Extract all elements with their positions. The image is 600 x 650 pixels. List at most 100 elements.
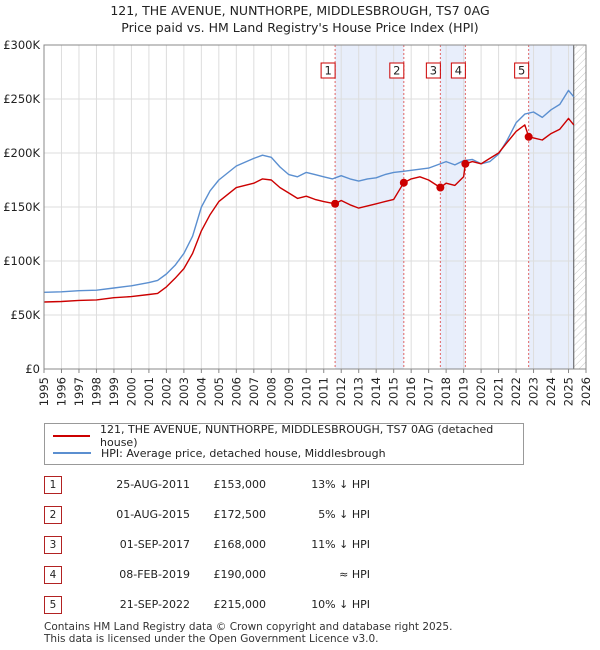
property-price-line (43, 117, 575, 303)
sale-number-boxes: 1 2 3 4 5 (320, 62, 530, 79)
x-tick-label: 2012 (334, 377, 348, 406)
y-tick-label: £0 (25, 362, 40, 376)
x-tick-label: 2001 (142, 377, 156, 406)
sale-box-label: 3 (430, 64, 437, 78)
y-tick-label: £50K (11, 308, 41, 322)
sale-box-5: 5 (514, 62, 530, 79)
sale-box-label: 1 (324, 64, 331, 78)
legend-label-property: 121, THE AVENUE, NUNTHORPE, MIDDLESBROUG… (100, 423, 494, 449)
sale-points (331, 132, 533, 208)
x-tick-label: 2019 (457, 377, 471, 406)
x-tick-label: 2007 (247, 377, 261, 406)
y-tick-label: £150K (3, 200, 40, 214)
sale-number: 5 (44, 596, 62, 614)
sale-price: £153,000 (213, 478, 267, 491)
sale-box-frame (450, 62, 466, 79)
y-tick-label: £250K (3, 92, 40, 106)
table-row: 2 01-AUG-2015 £172,500 5% ↓ HPI (0, 506, 600, 526)
sale-price: £215,000 (213, 598, 267, 611)
sale-number: 2 (44, 506, 62, 524)
x-tick-label: 2017 (422, 377, 436, 406)
sale-date: 01-AUG-2015 (116, 508, 190, 521)
x-tick-label: 2002 (159, 377, 173, 406)
x-tick-label: 1999 (107, 377, 121, 406)
x-tick-label: 2013 (352, 377, 366, 406)
x-tick-label: 1997 (72, 377, 86, 406)
sale-box-3: 3 (425, 62, 441, 79)
sale-box-frame (320, 62, 336, 79)
sale-point-4 (461, 159, 470, 168)
y-tick-label: £200K (3, 146, 40, 160)
legend-label-hpi: HPI: Average price, detached house, Midd… (101, 446, 386, 460)
sale-hpi-comparison: 11% ↓ HPI (311, 538, 370, 551)
x-tick-label: 1996 (54, 377, 68, 406)
sale-box-2: 2 (389, 62, 405, 79)
gridlines (43, 44, 587, 370)
sale-hpi-comparison: ≈ HPI (339, 568, 370, 581)
hpi-line (43, 89, 575, 293)
y-tick-label: £300K (3, 38, 40, 52)
sale-point-5 (524, 132, 533, 141)
x-tick-label: 2004 (194, 377, 208, 406)
table-row: 3 01-SEP-2017 £168,000 11% ↓ HPI (0, 536, 600, 556)
sale-date: 21-SEP-2022 (119, 598, 190, 611)
x-tick-label: 2010 (299, 377, 313, 406)
sale-point-1 (331, 199, 340, 208)
plot-frame (43, 44, 587, 370)
legend-item-property: 121, THE AVENUE, NUNTHORPE, MIDDLESBROUG… (53, 423, 523, 449)
legend-swatch-property (53, 435, 91, 437)
x-tick-label: 2025 (562, 377, 576, 406)
sale-box-frame (425, 62, 441, 79)
axes (43, 44, 587, 370)
x-tick-label: 2015 (387, 377, 401, 406)
x-tick-label: 2018 (439, 377, 453, 406)
sale-price: £190,000 (213, 568, 267, 581)
x-tick-label: 2026 (579, 377, 593, 406)
sale-price: £168,000 (213, 538, 267, 551)
sale-hpi-comparison: 5% ↓ HPI (318, 508, 370, 521)
footer-line-2: This data is licensed under the Open Gov… (44, 633, 379, 645)
x-tick-label: 2022 (509, 377, 523, 406)
x-tick-label: 2000 (124, 377, 138, 406)
sale-number: 3 (44, 536, 62, 554)
x-tick-label: 2006 (229, 377, 243, 406)
sale-hpi-comparison: 13% ↓ HPI (311, 478, 370, 491)
legend-swatch-hpi (53, 452, 91, 454)
sale-box-frame (514, 62, 530, 79)
sale-box-label: 5 (518, 64, 525, 78)
sale-point-3 (436, 183, 445, 192)
x-tick-label: 2009 (282, 377, 296, 406)
sale-box-label: 4 (455, 64, 462, 78)
series-lines (43, 89, 575, 303)
sale-point-2 (399, 178, 408, 187)
legend-item-hpi: HPI: Average price, detached house, Midd… (53, 445, 386, 461)
table-row: 4 08-FEB-2019 £190,000 ≈ HPI (0, 566, 600, 586)
y-tick-label: £100K (3, 254, 40, 268)
footer-line-1: Contains HM Land Registry data © Crown c… (44, 621, 453, 633)
x-tick-label: 2020 (474, 377, 488, 406)
x-tick-label: 1995 (37, 377, 51, 406)
x-tick-label: 2008 (264, 377, 278, 406)
sale-date: 01-SEP-2017 (119, 538, 190, 551)
x-tick-label: 2005 (212, 377, 226, 406)
sale-hpi-comparison: 10% ↓ HPI (311, 598, 370, 611)
x-tick-labels: 1995 1996 1997 1998 1999 2000 2001 2002 2003 2004… (37, 369, 593, 406)
sale-number: 1 (44, 476, 62, 494)
x-tick-label: 2023 (527, 377, 541, 406)
title-line-1: 121, THE AVENUE, NUNTHORPE, MIDDLESBROUG… (110, 3, 490, 18)
sale-number: 4 (44, 566, 62, 584)
sale-box-frame (389, 62, 405, 79)
x-tick-label: 1998 (89, 377, 103, 406)
x-tick-label: 2021 (492, 377, 506, 406)
title-line-2: Price paid vs. HM Land Registry's House … (121, 20, 479, 35)
x-tick-label: 2011 (317, 377, 331, 406)
price-chart: 1 2 3 4 5 £0 £50K £100K £150K £200K £250K £300K 19… (3, 38, 593, 406)
table-row: 5 21-SEP-2022 £215,000 10% ↓ HPI (0, 596, 600, 616)
chart-title: 121, THE AVENUE, NUNTHORPE, MIDDLESBROUG… (0, 2, 600, 36)
sale-price: £172,500 (213, 508, 267, 521)
table-row: 1 25-AUG-2011 £153,000 13% ↓ HPI (0, 476, 600, 496)
footer-attribution: Contains HM Land Registry data © Crown c… (44, 621, 452, 645)
sale-box-1: 1 (320, 62, 336, 79)
x-tick-label: 2014 (369, 377, 383, 406)
legend: 121, THE AVENUE, NUNTHORPE, MIDDLESBROUG… (44, 423, 524, 465)
